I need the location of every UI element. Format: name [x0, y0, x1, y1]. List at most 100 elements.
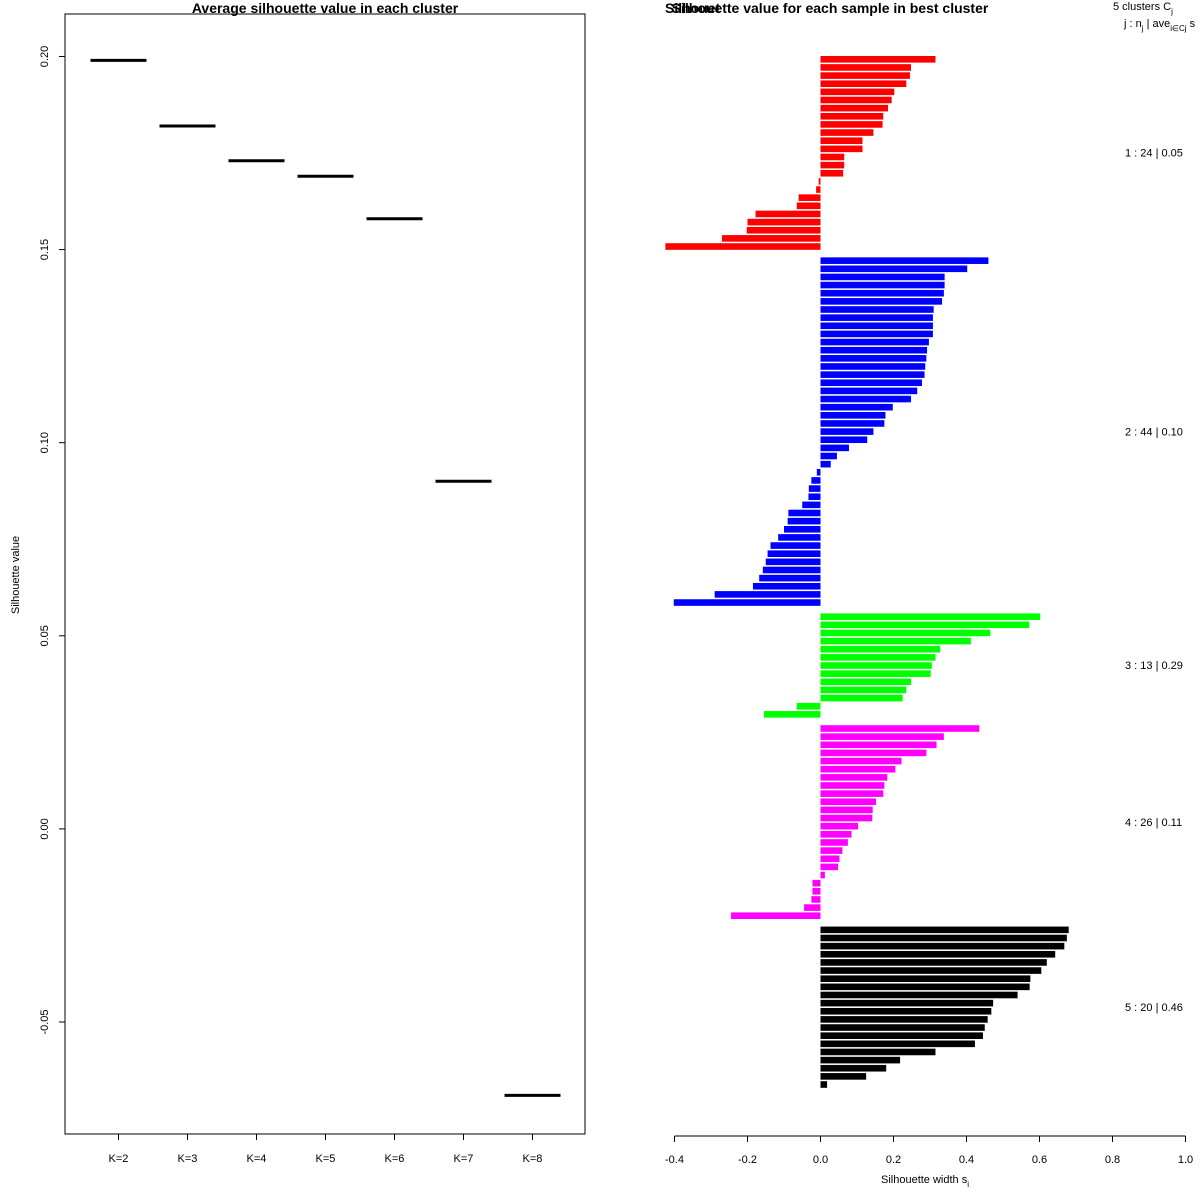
- silhouette-bar: [820, 273, 945, 281]
- silhouette-bar: [820, 387, 918, 395]
- silhouette-bar: [820, 839, 848, 846]
- left-x-tick-label: K=5: [316, 1153, 336, 1165]
- silhouette-bar: [820, 725, 980, 732]
- silhouette-bar: [820, 322, 933, 330]
- silhouette-bar: [811, 896, 821, 903]
- silhouette-bar: [820, 112, 884, 120]
- silhouette-bar: [820, 420, 885, 427]
- left-average-markers: [90, 58, 561, 1097]
- silhouette-bar: [820, 765, 896, 773]
- silhouette-bar: [820, 991, 1018, 999]
- silhouette-bar: [820, 145, 863, 153]
- silhouette-bar: [812, 888, 821, 895]
- silhouette-bar: [808, 485, 821, 492]
- cluster-summary-label: 1 : 24 | 0.05: [1125, 148, 1183, 160]
- silhouette-bar: [818, 178, 821, 185]
- silhouette-bar: [816, 469, 821, 476]
- right-cluster-labels: 1 : 24 | 0.05 2 : 44 | 0.10 3 : 13 | 0.29 4…: [1125, 148, 1183, 1014]
- silhouette-bar: [752, 582, 821, 590]
- silhouette-bar: [820, 757, 902, 765]
- silhouette-bar: [820, 1064, 887, 1072]
- silhouette-bar: [820, 88, 895, 96]
- silhouette-bar: [820, 129, 874, 136]
- silhouette-bar: [820, 863, 839, 871]
- silhouette-bar: [820, 621, 1030, 629]
- silhouette-bar: [673, 599, 821, 606]
- silhouette-bar: [820, 64, 912, 71]
- right-x-tick-label: 0.8: [1105, 1154, 1120, 1166]
- cluster-summary-label: 3 : 13 | 0.29: [1125, 660, 1183, 672]
- silhouette-bar: [820, 1024, 985, 1031]
- silhouette-bar: [820, 686, 907, 694]
- silhouette-bar: [746, 226, 821, 234]
- silhouette-bar: [820, 637, 971, 645]
- silhouette-bar: [714, 591, 821, 598]
- silhouette-bar: [763, 711, 821, 718]
- left-x-axis: K=2 K=3 K=4 K=5 K=6 K=7 K=8: [109, 1134, 543, 1165]
- left-x-tick-label: K=6: [385, 1153, 405, 1165]
- silhouette-bar: [762, 566, 821, 574]
- silhouette-bar: [820, 403, 893, 411]
- left-y-axis-label: Silhouette value: [10, 536, 22, 614]
- cluster-summary-label: 5 : 20 | 0.46: [1125, 1002, 1183, 1014]
- left-y-tick-label: -0.05: [39, 1009, 51, 1034]
- silhouette-bar: [820, 645, 941, 653]
- silhouette-bar: [731, 912, 821, 920]
- silhouette-bar: [820, 749, 927, 757]
- left-x-tick-label: K=8: [523, 1153, 543, 1165]
- silhouette-bar: [820, 967, 1042, 974]
- silhouette-bar: [820, 395, 912, 403]
- silhouette-bar: [820, 265, 968, 273]
- right-x-tick-label: 0.0: [813, 1154, 828, 1166]
- silhouette-bar: [820, 412, 886, 419]
- silhouette-bar: [820, 121, 883, 128]
- silhouette-bar: [820, 629, 991, 637]
- silhouette-bar: [820, 1040, 975, 1048]
- silhouette-bar: [820, 670, 931, 677]
- right-x-axis: -0.4 -0.2 0.0 0.2 0.4 0.6 0.8 1.0: [665, 1135, 1193, 1166]
- legend-header-line1: 5 clusters Cj: [1113, 1, 1173, 16]
- silhouette-bar: [820, 774, 888, 781]
- silhouette-bar: [788, 509, 821, 517]
- silhouette-bar: [820, 306, 934, 313]
- silhouette-bar: [820, 96, 892, 104]
- silhouette-bar: [820, 654, 936, 661]
- silhouette-bar: [820, 1056, 901, 1064]
- cluster-summary-label: 2 : 44 | 0.10: [1125, 426, 1183, 438]
- silhouette-bar: [820, 733, 944, 740]
- silhouette-bar: [820, 950, 1056, 958]
- silhouette-bar: [820, 314, 933, 321]
- silhouette-bar: [820, 289, 944, 297]
- silhouette-bar: [820, 460, 831, 468]
- silhouette-bar: [820, 855, 840, 863]
- silhouette-bar: [721, 235, 821, 242]
- cluster-summary-label: 4 : 26 | 0.11: [1125, 817, 1182, 829]
- silhouette-bar: [820, 72, 910, 79]
- silhouette-bar: [820, 1032, 983, 1039]
- silhouette-bar: [812, 879, 821, 887]
- silhouette-bar: [820, 346, 928, 354]
- silhouette-bar: [820, 613, 1041, 620]
- silhouette-bar: [820, 831, 852, 838]
- left-y-axis: 0.20 0.15 0.10 0.05 0.00 -0.05: [39, 46, 65, 1035]
- silhouette-bar: [820, 983, 1030, 991]
- silhouette-bar: [820, 56, 936, 63]
- silhouette-bar: [820, 662, 932, 669]
- silhouette-bar: [820, 137, 863, 144]
- legend-header-line2: j : nj | avei∈Cj s: [1123, 18, 1196, 33]
- silhouette-bar: [820, 355, 927, 362]
- right-silhouette-bars: [665, 56, 1069, 1088]
- left-x-tick-label: K=4: [247, 1153, 267, 1165]
- silhouette-bar: [820, 1081, 828, 1088]
- silhouette-bar: [820, 169, 844, 177]
- silhouette-bar: [820, 338, 929, 346]
- silhouette-bar: [770, 542, 821, 549]
- silhouette-bar: [820, 822, 859, 830]
- silhouette-bar: [820, 452, 837, 460]
- left-y-tick-label: 0.00: [39, 818, 51, 839]
- right-x-tick-label: 0.6: [1032, 1154, 1047, 1166]
- right-x-tick-label: 0.2: [886, 1154, 901, 1166]
- left-x-tick-label: K=7: [454, 1153, 474, 1165]
- silhouette-bar: [759, 574, 821, 582]
